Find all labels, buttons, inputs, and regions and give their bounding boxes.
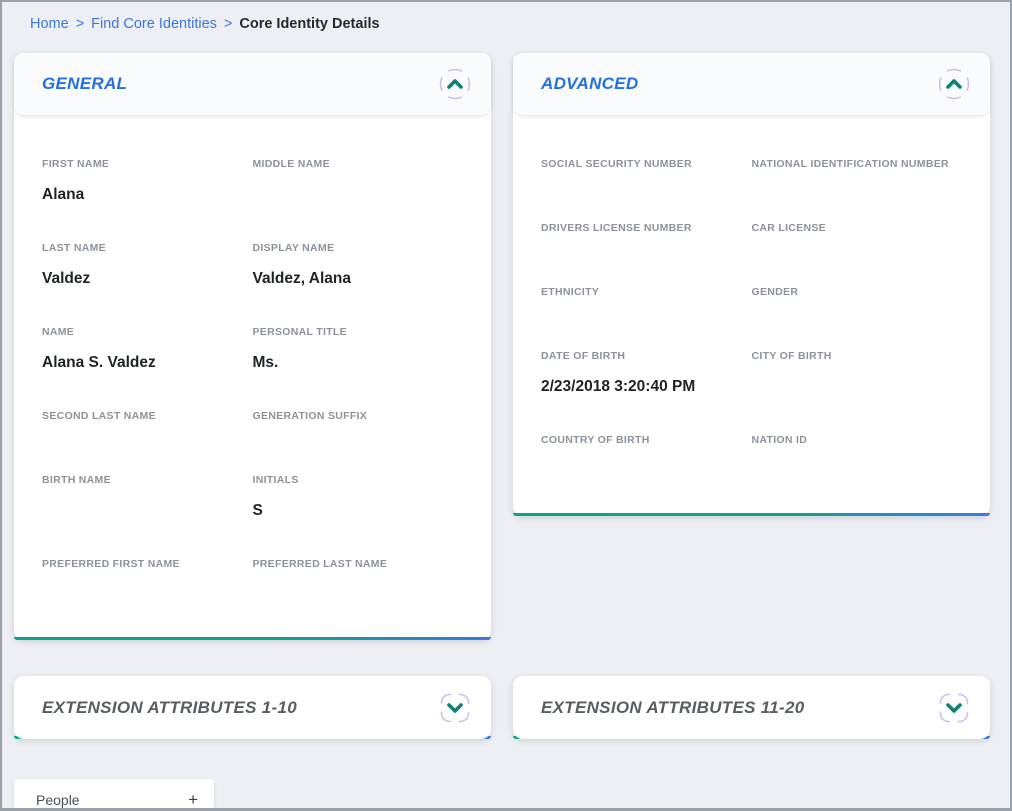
field-label: LAST NAME <box>42 242 106 254</box>
field: GENDER <box>752 286 963 313</box>
chevron-down-icon <box>939 693 969 722</box>
field-label: DATE OF BIRTH <box>541 350 626 362</box>
extension-attributes-1-10-expand-button[interactable] <box>433 686 477 730</box>
field-label: PREFERRED FIRST NAME <box>42 558 180 570</box>
field-value: Valdez <box>42 270 91 287</box>
chevron-up-icon <box>439 68 471 100</box>
field-label: COUNTRY OF BIRTH <box>541 434 650 446</box>
breadcrumb-link-home[interactable]: Home <box>30 16 69 32</box>
chevron-up-icon <box>938 68 970 100</box>
field-label: DRIVERS LICENSE NUMBER <box>541 222 692 234</box>
field-label: BIRTH NAME <box>42 474 111 486</box>
field-label: ETHNICITY <box>541 286 600 298</box>
field: PERSONAL TITLE Ms. <box>253 326 464 373</box>
advanced-card-header: ADVANCED <box>513 53 990 115</box>
field: COUNTRY OF BIRTH <box>541 434 752 461</box>
field-label: GENDER <box>751 286 799 298</box>
general-fields: FIRST NAME Alana MIDDLE NAME LAST NAME V… <box>14 115 491 640</box>
field: MIDDLE NAME <box>253 158 464 205</box>
field: LAST NAME Valdez <box>42 242 253 289</box>
field: CITY OF BIRTH <box>752 350 963 397</box>
field-label: FIRST NAME <box>42 158 110 170</box>
field-label: SECOND LAST NAME <box>42 410 156 422</box>
field: INITIALS S <box>253 474 464 521</box>
advanced-fields: SOCIAL SECURITY NUMBER NATIONAL IDENTIFI… <box>513 115 990 516</box>
advanced-card-title: ADVANCED <box>541 74 639 93</box>
field-label: NAME <box>42 326 75 338</box>
field: NATION ID <box>752 434 963 461</box>
field-value: Alana S. Valdez <box>42 354 156 371</box>
field: NATIONAL IDENTIFICATION NUMBER <box>752 158 963 185</box>
field: ETHNICITY <box>541 286 752 313</box>
breadcrumb: Home > Find Core Identities > Core Ident… <box>2 2 1010 32</box>
general-card-title: GENERAL <box>42 74 128 93</box>
field: GENERATION SUFFIX <box>253 410 464 437</box>
chevron-down-icon <box>440 693 470 722</box>
detail-cards-row: GENERAL FIRST NAME Alana MIDDLE NAME LAS… <box>14 53 1010 640</box>
field: CAR LICENSE <box>752 222 963 249</box>
field-label: CITY OF BIRTH <box>751 350 832 362</box>
field: BIRTH NAME <box>42 474 253 521</box>
field-label: NATIONAL IDENTIFICATION NUMBER <box>751 158 949 170</box>
field: FIRST NAME Alana <box>42 158 253 205</box>
extension-attributes-11-20-header: EXTENSION ATTRIBUTES 11-20 <box>513 676 990 739</box>
field-value: Ms. <box>252 354 279 371</box>
field: DATE OF BIRTH 2/23/2018 3:20:40 PM <box>541 350 752 397</box>
extension-cards-row: EXTENSION ATTRIBUTES 1-10 EXTENSION ATTR… <box>14 676 1010 739</box>
general-collapse-button[interactable] <box>433 62 477 106</box>
breadcrumb-separator: > <box>75 16 85 32</box>
extension-attributes-11-20-title: EXTENSION ATTRIBUTES 11-20 <box>541 697 805 717</box>
field-value: 2/23/2018 3:20:40 PM <box>541 378 696 395</box>
extension-attributes-1-10-header: EXTENSION ATTRIBUTES 1-10 <box>14 676 491 739</box>
field-label: INITIALS <box>252 474 299 486</box>
extension-attributes-11-20-card: EXTENSION ATTRIBUTES 11-20 <box>513 676 990 739</box>
field-label: NATION ID <box>751 434 808 446</box>
field-value: Alana <box>42 186 85 203</box>
field: DISPLAY NAME Valdez, Alana <box>253 242 464 289</box>
breadcrumb-separator: > <box>223 16 233 32</box>
field-label: CAR LICENSE <box>751 222 826 234</box>
field: SECOND LAST NAME <box>42 410 253 437</box>
field: PREFERRED LAST NAME <box>253 558 464 585</box>
plus-icon[interactable]: + <box>188 789 198 809</box>
field: SOCIAL SECURITY NUMBER <box>541 158 752 185</box>
field-value: S <box>252 502 263 519</box>
extension-attributes-1-10-title: EXTENSION ATTRIBUTES 1-10 <box>42 697 297 717</box>
advanced-card: ADVANCED SOCIAL SECURITY NUMBER NATIONAL… <box>513 53 990 516</box>
field-label: PERSONAL TITLE <box>252 326 347 338</box>
breadcrumb-current-page: Core Identity Details <box>239 16 380 32</box>
field-label: SOCIAL SECURITY NUMBER <box>541 158 692 170</box>
field-label: DISPLAY NAME <box>252 242 335 254</box>
field-label: GENERATION SUFFIX <box>252 410 368 422</box>
people-tab[interactable]: People + <box>14 779 214 809</box>
advanced-collapse-button[interactable] <box>932 62 976 106</box>
general-card-header: GENERAL <box>14 53 491 115</box>
general-card: GENERAL FIRST NAME Alana MIDDLE NAME LAS… <box>14 53 491 640</box>
extension-attributes-11-20-expand-button[interactable] <box>932 686 976 730</box>
field: NAME Alana S. Valdez <box>42 326 253 373</box>
field: DRIVERS LICENSE NUMBER <box>541 222 752 249</box>
people-tab-label: People <box>36 791 80 808</box>
field-value: Valdez, Alana <box>252 270 352 287</box>
field-label: MIDDLE NAME <box>252 158 330 170</box>
extension-attributes-1-10-card: EXTENSION ATTRIBUTES 1-10 <box>14 676 491 739</box>
field: PREFERRED FIRST NAME <box>42 558 253 585</box>
field-label: PREFERRED LAST NAME <box>252 558 388 570</box>
breadcrumb-link-find-core-identities[interactable]: Find Core Identities <box>91 16 217 32</box>
